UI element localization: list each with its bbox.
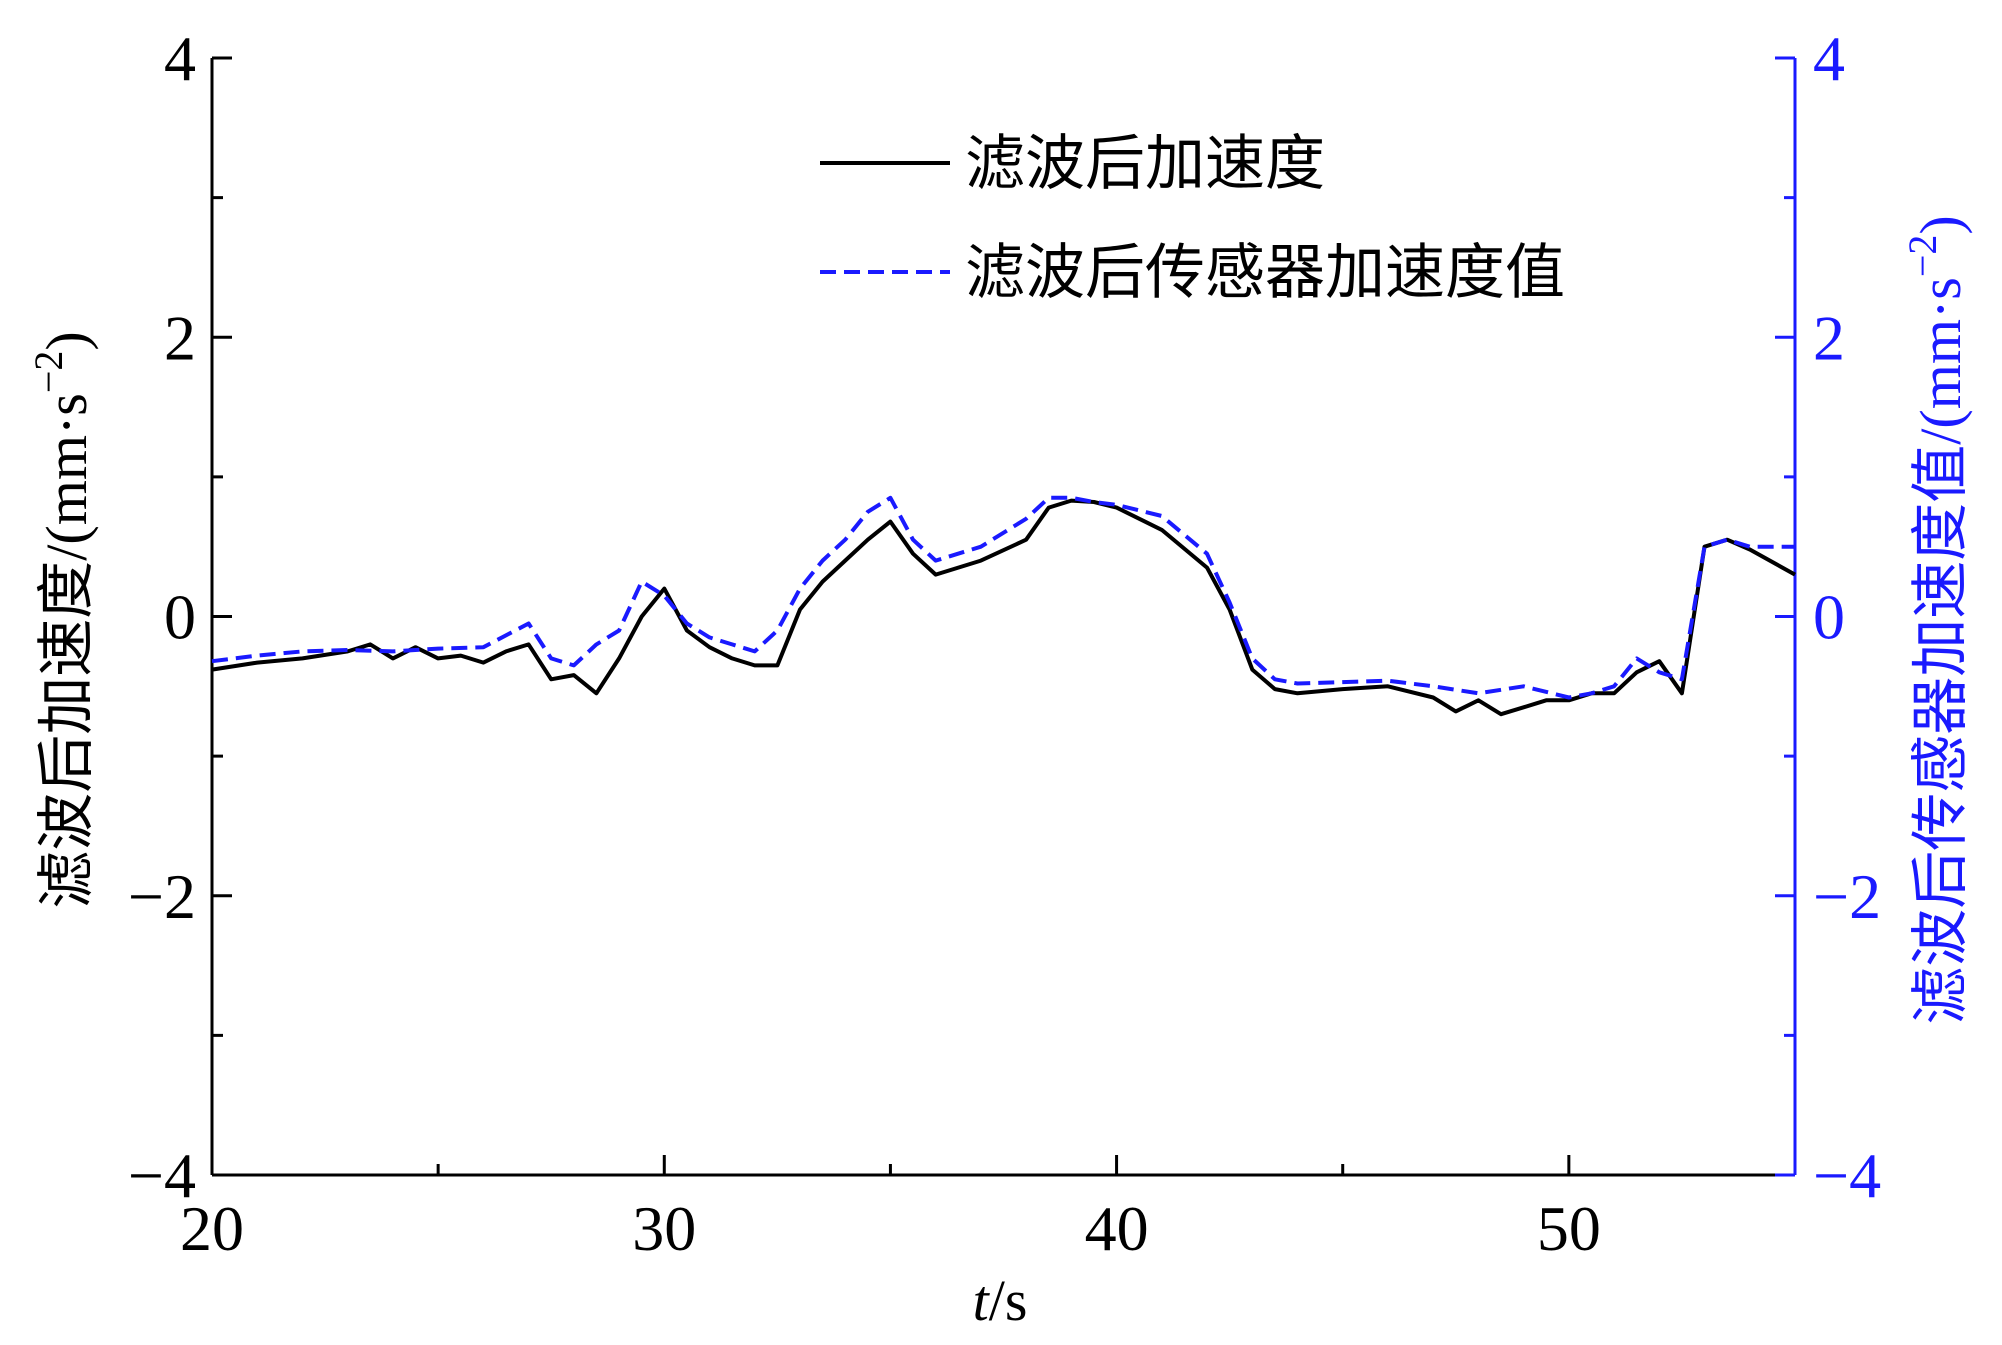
y-tick-label-right: −4 [1813,1140,1881,1211]
y-axis-title-right: 滤波后传感器加速度值/(mm·s−2) [1900,215,1973,1024]
x-axis-title: t/s [973,1268,1028,1333]
y-tick-label-right: −2 [1813,861,1881,932]
y-tick-label-left: 2 [164,302,196,373]
series-layer [211,495,1796,717]
series-line-sensor-acceleration [211,495,1795,700]
y-tick-label-left: 4 [164,23,196,94]
y-tick-label-right: 0 [1813,582,1845,653]
x-tick-label: 20 [180,1193,244,1264]
x-tick-label: 50 [1537,1193,1601,1264]
x-tick-label: 40 [1085,1193,1149,1264]
axes-layer: 20 30 40 50 −4 −4 −2 −2 0 0 2 2 4 4 [128,23,1881,1264]
legend-label-filtered-acceleration: 滤波后加速度 [965,131,1325,197]
series-line-filtered-acceleration [211,498,1796,717]
y-tick-label-right: 4 [1813,23,1845,94]
y-tick-label-right: 2 [1813,302,1845,373]
y-tick-label-left: 0 [164,582,196,653]
y-axis-title-left: 滤波后加速度/(mm·s−2) [26,331,99,908]
y-tick-label-left: −2 [128,861,196,932]
legend: 滤波后加速度 滤波后传感器加速度值 [820,131,1565,306]
x-tick-label: 30 [632,1193,696,1264]
y-tick-label-left: −4 [128,1140,196,1211]
legend-label-sensor-acceleration: 滤波后传感器加速度值 [965,240,1565,306]
